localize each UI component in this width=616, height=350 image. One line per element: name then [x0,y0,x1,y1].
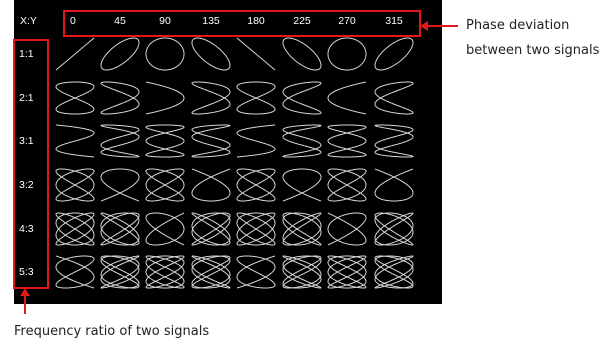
ratio-arrow-head [20,288,30,296]
lissajous-1-1-phase-0 [55,37,95,71]
lissajous-3-1-phase-225 [282,124,322,158]
lissajous-2-1-phase-180 [236,81,276,115]
phase-label-225: 225 [293,15,311,27]
lissajous-4-3-phase-180 [236,212,276,246]
lissajous-2-1-phase-225 [282,81,322,115]
lissajous-4-3-phase-135 [191,212,231,246]
lissajous-2-1-phase-315 [374,81,414,115]
frequency-annotation: Frequency ratio of two signals [14,324,210,339]
lissajous-3-2-phase-270 [327,168,367,202]
lissajous-5-3-phase-0 [55,255,95,289]
lissajous-3-2-phase-225 [282,168,322,202]
lissajous-3-2-phase-45 [100,168,140,202]
lissajous-4-3-phase-0 [55,212,95,246]
ratio-label-5-3: 5:3 [19,266,34,278]
lissajous-3-1-phase-45 [100,124,140,158]
ratio-label-2-1: 2:1 [19,92,34,104]
lissajous-2-1-phase-45 [100,81,140,115]
lissajous-5-3-phase-270 [327,255,367,289]
lissajous-5-3-phase-45 [100,255,140,289]
oscilloscope-screen [14,0,442,304]
phase-label-135: 135 [202,15,220,27]
lissajous-3-2-phase-180 [236,168,276,202]
ratio-label-4-3: 4:3 [19,223,34,235]
lissajous-5-3-phase-180 [236,255,276,289]
lissajous-3-1-phase-270 [327,124,367,158]
lissajous-3-1-phase-90 [145,124,185,158]
lissajous-1-1-phase-315 [374,37,414,71]
phase-highlight-box [63,10,421,37]
corner-label: X:Y [20,15,37,27]
phase-header-labels: 0 45 90 135 180 225 270 315 [70,15,403,27]
lissajous-4-3-phase-45 [100,212,140,246]
lissajous-2-1-phase-135 [191,81,231,115]
lissajous-4-3-phase-90 [145,212,185,246]
lissajous-5-3-phase-90 [145,255,185,289]
lissajous-2-1-phase-270 [327,81,367,115]
ratio-highlight-box [13,39,49,289]
lissajous-3-2-phase-135 [191,168,231,202]
phase-annotation-line1: Phase deviation [466,18,570,33]
lissajous-4-3-phase-270 [327,212,367,246]
lissajous-3-1-phase-135 [191,124,231,158]
lissajous-1-1-phase-45 [100,37,140,71]
ratio-row-labels: 1:1 2:1 3:1 3:2 4:3 5:3 [19,48,34,278]
phase-label-180: 180 [247,15,265,27]
lissajous-3-1-phase-0 [55,124,95,158]
phase-annotation-line2: between two signals [466,43,600,58]
lissajous-1-1-phase-270 [327,37,367,71]
lissajous-4-3-phase-225 [282,212,322,246]
phase-label-0: 0 [70,15,76,27]
lissajous-1-1-phase-90 [145,37,185,71]
phase-label-45: 45 [114,15,126,27]
lissajous-1-1-phase-225 [282,37,322,71]
lissajous-3-1-phase-315 [374,124,414,158]
lissajous-2-1-phase-90 [145,81,185,115]
phase-arrow-head [420,21,428,31]
ratio-label-3-2: 3:2 [19,179,34,191]
lissajous-3-2-phase-315 [374,168,414,202]
lissajous-5-3-phase-225 [282,255,322,289]
lissajous-3-2-phase-90 [145,168,185,202]
ratio-label-3-1: 3:1 [19,135,34,147]
lissajous-2-1-phase-0 [55,81,95,115]
lissajous-1-1-phase-135 [191,37,231,71]
lissajous-5-3-phase-315 [374,255,414,289]
lissajous-5-3-phase-135 [191,255,231,289]
lissajous-curves [55,37,414,289]
lissajous-4-3-phase-315 [374,212,414,246]
phase-label-315: 315 [385,15,403,27]
lissajous-1-1-phase-180 [236,37,276,71]
phase-label-90: 90 [159,15,171,27]
phase-label-270: 270 [338,15,356,27]
lissajous-3-2-phase-0 [55,168,95,202]
ratio-label-1-1: 1:1 [19,48,34,60]
lissajous-3-1-phase-180 [236,124,276,158]
